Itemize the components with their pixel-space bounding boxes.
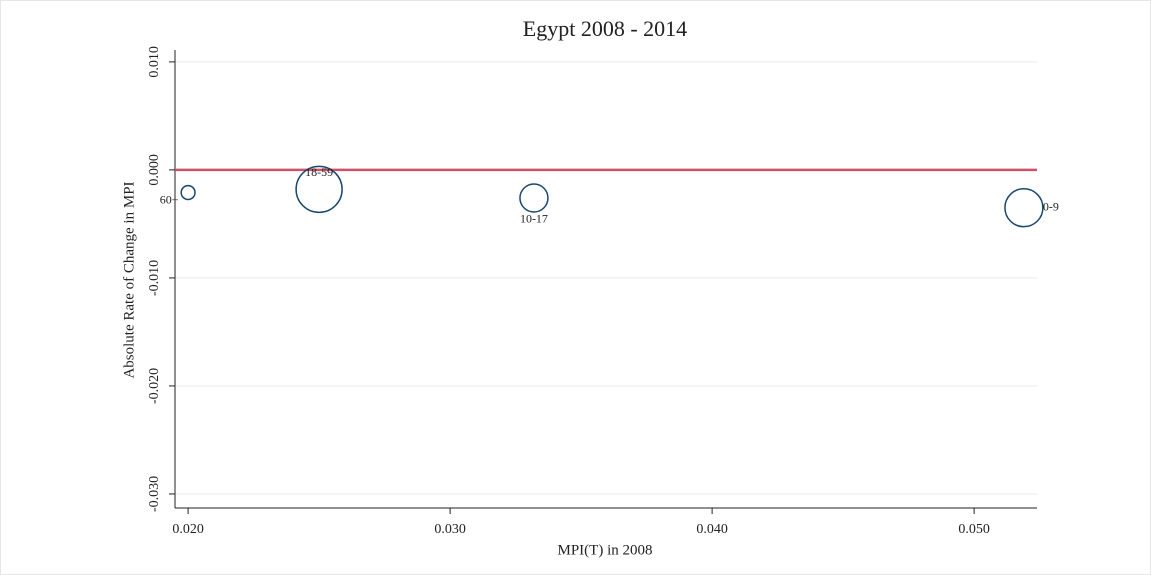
y-tick-label: -0.010 — [147, 260, 162, 296]
bubble — [519, 183, 549, 213]
bubble — [295, 165, 343, 214]
x-tick-label: 0.030 — [434, 522, 466, 537]
point-label: 10-17 — [520, 212, 548, 226]
bubble — [1004, 187, 1044, 228]
x-axis-label: MPI(T) in 2008 — [558, 542, 653, 558]
y-axis-label: Absolute Rate of Change in MPI — [121, 181, 137, 378]
chart-title: Egypt 2008 - 2014 — [523, 16, 687, 41]
point-label: 0-9 — [1043, 199, 1059, 213]
y-tick-label: -0.020 — [147, 368, 162, 404]
point-label: 18-59 — [305, 165, 333, 179]
point-label: 60+ — [160, 192, 179, 206]
y-tick-label: -0.030 — [147, 476, 162, 512]
x-tick-label: 0.020 — [172, 522, 204, 537]
x-tick-label: 0.050 — [958, 522, 990, 537]
bubble — [180, 184, 196, 201]
y-tick-label: 0.000 — [147, 154, 162, 186]
y-tick-label: 0.010 — [147, 46, 162, 78]
x-tick-label: 0.040 — [696, 522, 728, 537]
